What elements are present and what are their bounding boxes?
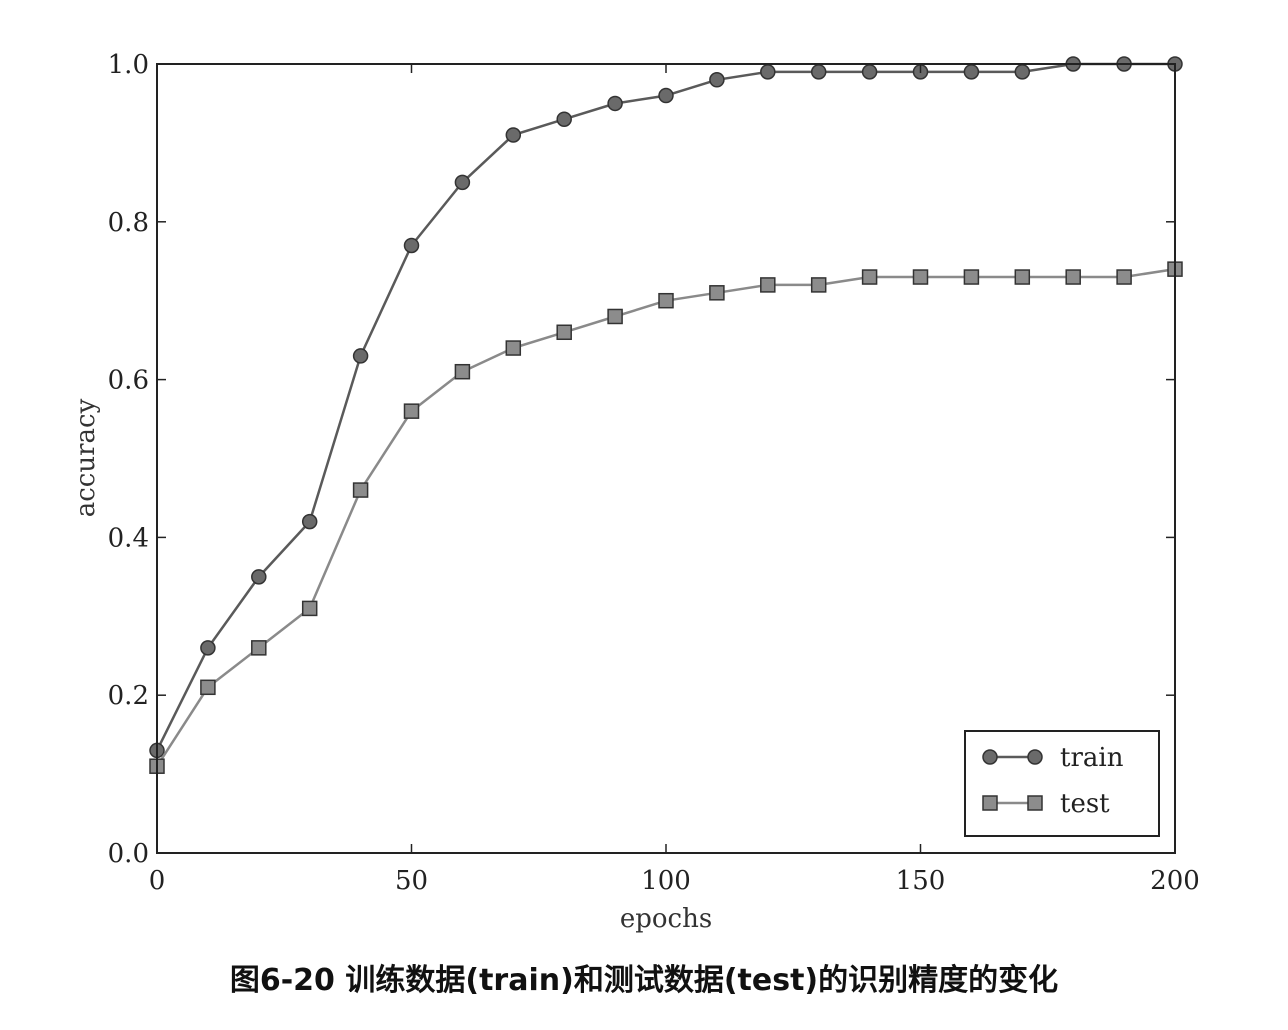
data-point-train (556, 111, 572, 127)
data-point-train (760, 64, 776, 80)
data-point-test (556, 324, 572, 341)
data-point-train (963, 64, 980, 80)
y-axis-label: accuracy (71, 398, 101, 517)
x-tick-label: 200 (1150, 866, 1200, 896)
data-point-test (505, 340, 522, 356)
y-tick-label: 1.0 (108, 50, 149, 80)
data-point-test (454, 363, 471, 380)
legend-train-marker (982, 749, 998, 765)
data-point-train (251, 569, 267, 585)
data-point-test (1014, 269, 1031, 285)
legend-test-marker (1027, 795, 1043, 811)
data-point-test (607, 308, 623, 325)
data-point-train (810, 64, 827, 80)
y-tick-label: 0.8 (108, 208, 149, 238)
data-point-test (200, 679, 216, 696)
data-point-train (861, 64, 878, 80)
data-point-test (1065, 269, 1081, 285)
data-point-test (810, 277, 827, 293)
data-point-train (454, 174, 471, 191)
accuracy-chart: 0 50 100 150 200 0.0 0.2 0.4 0.6 0.8 1.0 epochs ac… (71, 50, 1200, 934)
x-tick-label: 50 (395, 866, 428, 896)
legend: train test (964, 730, 1160, 837)
data-point-test (963, 269, 980, 285)
x-tick-label: 0 (149, 866, 166, 896)
data-point-test (301, 600, 318, 617)
x-tick-label: 150 (896, 866, 946, 896)
legend-test-marker (982, 795, 998, 811)
data-point-train (403, 237, 420, 254)
y-tick-label: 0.0 (108, 839, 149, 869)
y-tick-label: 0.6 (108, 366, 149, 396)
data-point-test (251, 640, 267, 656)
data-point-test (760, 277, 776, 293)
plot-area (149, 56, 1183, 774)
y-tick-label: 0.4 (108, 523, 149, 553)
data-point-train (1014, 64, 1031, 80)
data-point-train (607, 95, 623, 112)
data-point-train (352, 348, 369, 364)
data-point-test (658, 292, 674, 309)
data-point-train (200, 640, 216, 656)
x-axis-label: epochs (620, 904, 712, 934)
data-point-train (658, 87, 674, 104)
figure-caption: 图6-20 训练数据(train)和测试数据(test)的识别精度的变化 (229, 963, 1059, 998)
x-tick-label: 100 (641, 866, 691, 896)
data-point-test (1116, 269, 1132, 285)
axis-ticks: 0 50 100 150 200 0.0 0.2 0.4 0.6 0.8 1.0 (108, 50, 1200, 896)
legend-test-label: test (1060, 789, 1110, 819)
legend-box (964, 730, 1160, 837)
data-point-test (352, 482, 369, 498)
data-point-test (403, 403, 420, 419)
data-point-test (912, 269, 929, 285)
legend-train-marker (1027, 749, 1043, 765)
data-point-test (709, 285, 725, 301)
data-point-test (861, 269, 878, 285)
y-tick-label: 0.2 (108, 681, 149, 711)
legend-train-label: train (1060, 743, 1124, 773)
data-point-train (709, 72, 725, 88)
data-point-train (505, 127, 522, 143)
series-line-train (155, 62, 1175, 751)
data-point-train (301, 513, 318, 530)
